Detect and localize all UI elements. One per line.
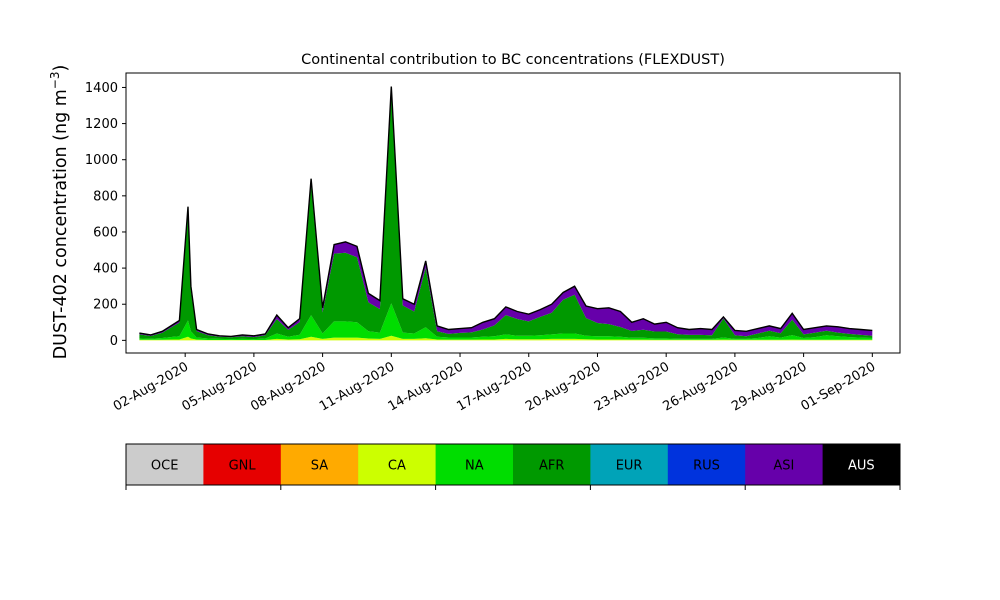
x-tick-label: 26-Aug-2020 <box>661 359 741 414</box>
plot-background <box>126 73 900 353</box>
legend-frame <box>125 443 901 486</box>
x-tick-label: 05-Aug-2020 <box>180 359 260 414</box>
x-tick-label: 17-Aug-2020 <box>454 359 534 414</box>
plot-frame <box>125 72 901 354</box>
legend-swatch-afr <box>513 444 591 485</box>
legend-swatch-na <box>435 444 514 485</box>
y-tick-label: 800 <box>93 189 118 204</box>
y-tick-label: 200 <box>93 298 118 313</box>
x-tick-label: 01-Sep-2020 <box>798 359 878 414</box>
legend-label-aus: AUS <box>848 459 875 474</box>
legend-swatch-rus <box>667 444 746 485</box>
y-axis: 0 200 400 600 800 1000 1200 1400 <box>85 81 126 349</box>
x-tick-label: 08-Aug-2020 <box>248 359 328 414</box>
legend-label-oce: OCE <box>151 459 179 474</box>
x-tick-label: 11-Aug-2020 <box>317 359 397 414</box>
y-tick-label: 400 <box>93 262 118 277</box>
y-tick-label: 1200 <box>85 117 118 132</box>
y-tick-label: 0 <box>110 334 118 349</box>
legend-swatch-sa <box>280 444 359 485</box>
x-tick-label: 20-Aug-2020 <box>523 359 603 414</box>
x-tick-label: 14-Aug-2020 <box>386 359 466 414</box>
x-tick-label: 29-Aug-2020 <box>729 359 809 414</box>
legend: OCE GNL SA CA NA AFR EUR RUS ASI AUS <box>125 443 901 490</box>
y-tick-label: 1000 <box>85 153 118 168</box>
y-tick-label: 1400 <box>85 81 118 96</box>
area-ca <box>139 335 873 341</box>
plot-area <box>125 72 901 354</box>
legend-label-afr: AFR <box>539 459 564 474</box>
legend-swatch-ca <box>358 444 437 485</box>
legend-label-na: NA <box>465 459 484 474</box>
chart-title: Continental contribution to BC concentra… <box>301 52 725 68</box>
x-tick-label: 23-Aug-2020 <box>592 359 672 414</box>
legend-label-eur: EUR <box>616 459 643 474</box>
total-concentration-line <box>139 86 873 338</box>
legend-swatch-aus <box>822 444 901 485</box>
legend-label-gnl: GNL <box>229 459 257 474</box>
legend-swatch-oce <box>126 444 204 485</box>
legend-swatch-asi <box>745 444 824 485</box>
legend-swatch-gnl <box>203 444 282 485</box>
legend-swatch-eur <box>590 444 669 485</box>
legend-label-ca: CA <box>388 459 406 474</box>
x-axis: 02-Aug-202005-Aug-202008-Aug-202011-Aug-… <box>111 353 878 415</box>
legend-label-asi: ASI <box>773 459 794 474</box>
y-axis-label: DUST-402 concentration (ng m−3) <box>48 65 71 360</box>
y-tick-label: 600 <box>93 225 118 240</box>
legend-label-rus: RUS <box>693 459 720 474</box>
legend-label-sa: SA <box>311 459 328 474</box>
x-tick-label: 02-Aug-2020 <box>111 359 191 414</box>
stacked-areas <box>139 86 873 341</box>
